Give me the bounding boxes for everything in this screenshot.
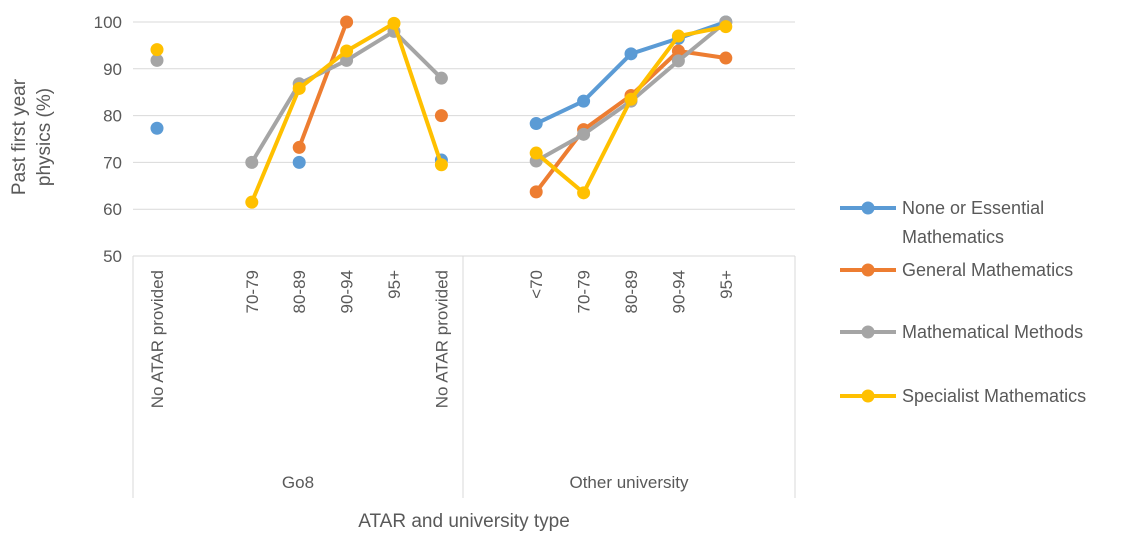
y-tick-label: 90 <box>103 60 122 79</box>
data-point <box>434 158 448 172</box>
legend-label: Specialist Mathematics <box>902 386 1086 406</box>
y-tick-label: 80 <box>103 107 122 126</box>
data-point <box>624 47 638 61</box>
x-tick-label: 80-89 <box>622 270 641 313</box>
legend-marker <box>861 389 875 403</box>
data-point <box>292 140 306 154</box>
legend-label: Mathematical Methods <box>902 322 1083 342</box>
x-axis-title: ATAR and university type <box>358 511 570 532</box>
data-point <box>387 16 401 30</box>
x-tick-label: No ATAR provided <box>432 270 451 408</box>
series <box>150 15 733 209</box>
data-point <box>671 29 685 43</box>
data-point <box>340 44 354 58</box>
x-tick-label: 70-79 <box>575 270 594 313</box>
legend-item: Mathematical Methods <box>840 322 1083 342</box>
data-point <box>671 44 685 58</box>
data-point <box>292 81 306 95</box>
data-point <box>529 117 543 131</box>
group-label: Go8 <box>282 473 314 492</box>
legend-item: General Mathematics <box>840 260 1073 280</box>
x-tick-label: 95+ <box>717 270 736 299</box>
data-point <box>719 51 733 65</box>
x-tick-label: 70-79 <box>243 270 262 313</box>
series-group <box>150 15 733 169</box>
x-tick-label: No ATAR provided <box>148 270 167 408</box>
x-tick-label: 80-89 <box>290 270 309 313</box>
x-tick-label: 95+ <box>385 270 404 299</box>
data-point <box>434 71 448 85</box>
y-tick-label: 70 <box>103 153 122 172</box>
group-label: Other university <box>569 473 689 492</box>
y-tick-label: 100 <box>94 13 122 32</box>
legend-label: None or Essential <box>902 198 1044 218</box>
legend: None or Essential Mathematics General Math… <box>840 198 1086 406</box>
series-line <box>534 20 728 126</box>
data-point <box>529 185 543 199</box>
series-group <box>150 16 733 209</box>
data-point <box>292 155 306 169</box>
axes <box>132 255 796 498</box>
legend-marker <box>861 201 875 215</box>
legend-marker <box>861 325 875 339</box>
y-axis-title: physics (%) <box>34 88 55 186</box>
data-point <box>577 94 591 108</box>
data-point <box>671 54 685 68</box>
labels: 50 60 70 80 90 100 No ATAR provided 70-79 80-89 9… <box>9 13 736 532</box>
data-point <box>245 155 259 169</box>
data-point <box>340 15 354 29</box>
gridlines <box>133 21 795 210</box>
data-point <box>719 20 733 34</box>
data-point <box>150 121 164 135</box>
legend-marker <box>861 263 875 277</box>
data-point <box>529 146 543 160</box>
series-group <box>150 15 733 169</box>
x-tick-label: <70 <box>527 270 546 299</box>
y-axis-title: Past first year <box>9 78 30 195</box>
data-point <box>150 43 164 57</box>
x-tick-label: 90-94 <box>669 270 688 313</box>
data-point <box>624 92 638 106</box>
legend-item: None or Essential Mathematics <box>840 198 1044 247</box>
legend-label: General Mathematics <box>902 260 1073 280</box>
y-tick-label: 50 <box>103 247 122 266</box>
data-point <box>434 109 448 123</box>
y-tick-label: 60 <box>103 200 122 219</box>
series-line <box>534 49 728 194</box>
data-point <box>340 53 354 67</box>
legend-item: Specialist Mathematics <box>840 386 1086 406</box>
data-point <box>577 186 591 200</box>
data-point <box>245 195 259 209</box>
data-point <box>150 53 164 67</box>
series-line <box>297 20 349 150</box>
x-tick-label: 90-94 <box>338 270 357 313</box>
legend-label: Mathematics <box>902 227 1004 247</box>
data-point <box>577 127 591 141</box>
